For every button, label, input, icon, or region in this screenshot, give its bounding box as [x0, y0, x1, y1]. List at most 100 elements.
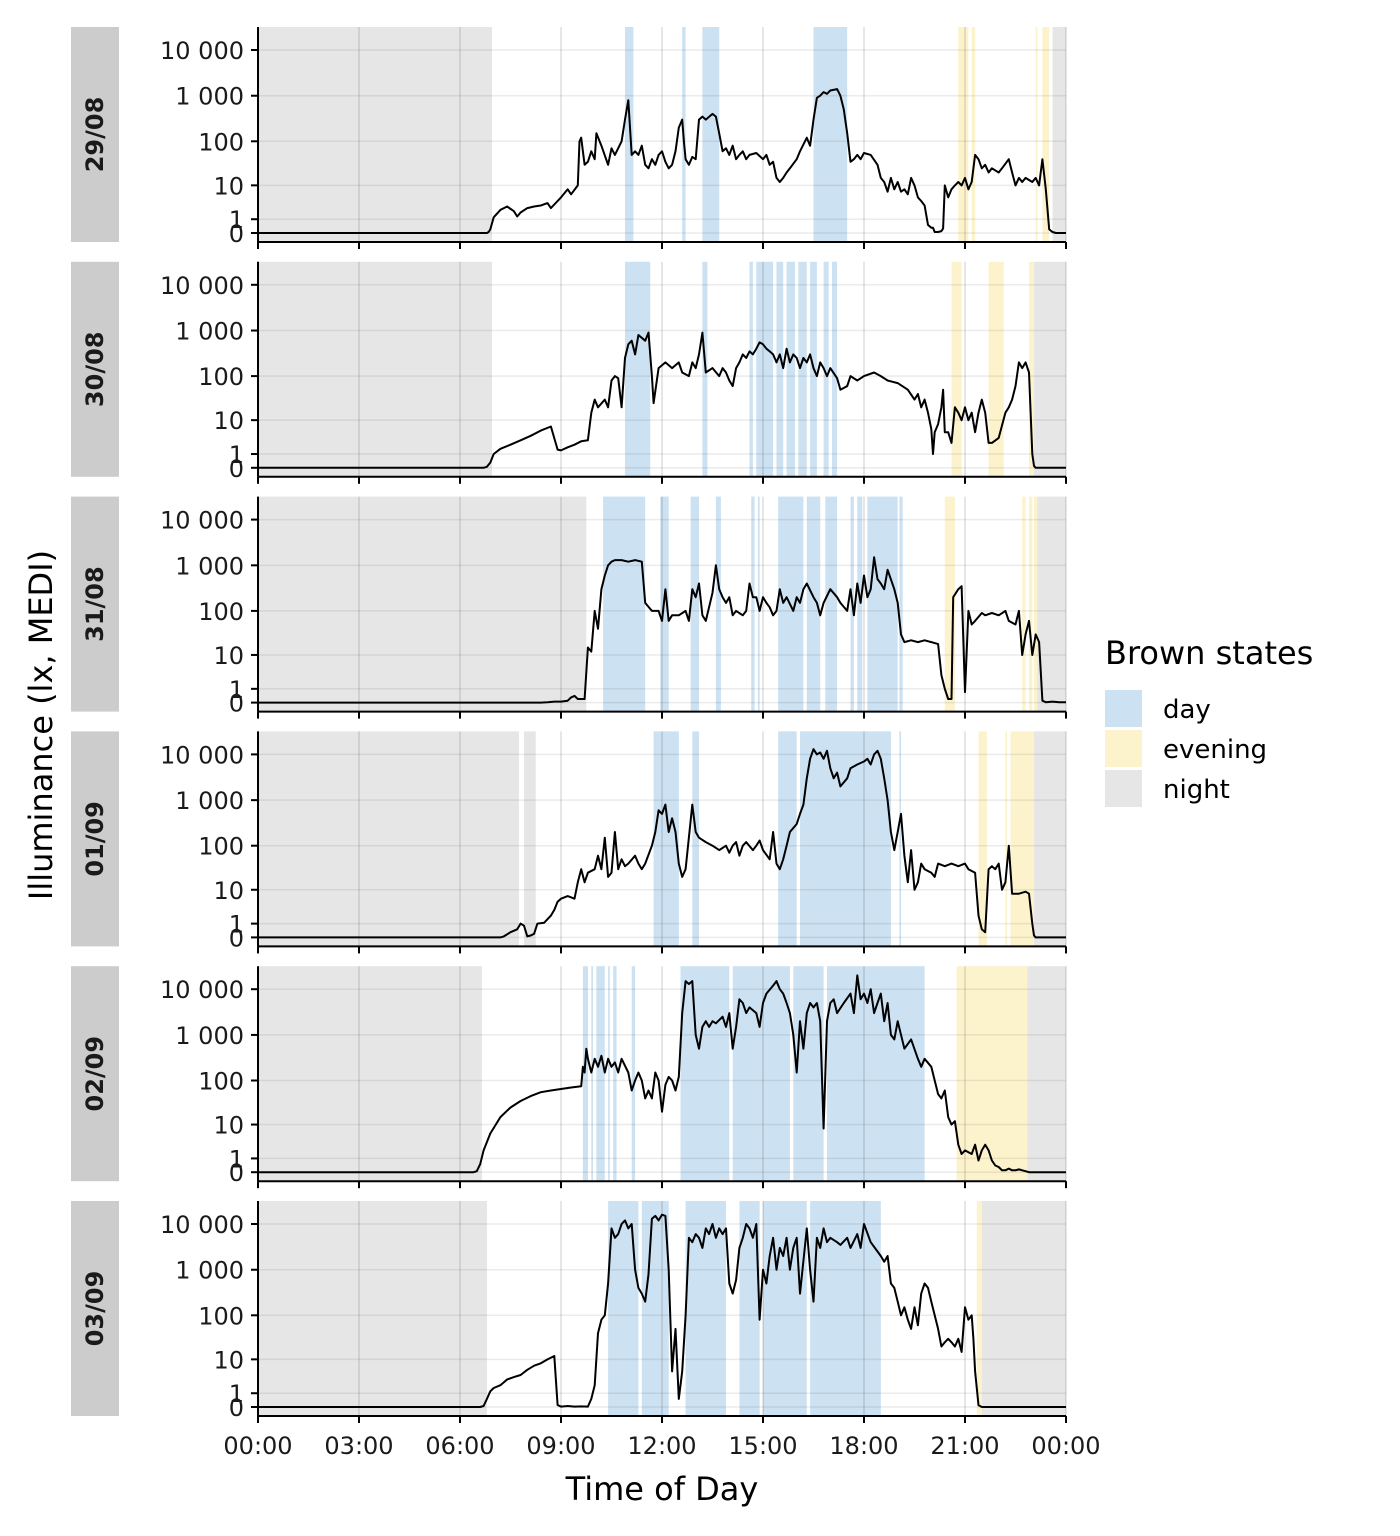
state-band-day — [690, 496, 700, 712]
state-band-night — [258, 261, 492, 477]
legend-label-day: day — [1163, 695, 1211, 725]
state-band-evening — [1022, 496, 1026, 712]
panel-02-09: 02/09 01 10 100 1 000 10 000 — [71, 966, 1067, 1189]
illuminance-line — [258, 556, 1066, 704]
state-band-day — [702, 27, 720, 242]
state-band-night — [258, 731, 519, 947]
y-tick-label: 10 000 — [160, 37, 244, 65]
state-band-day — [756, 261, 774, 477]
state-band-evening — [971, 27, 976, 242]
x-axis: 00:00 03:00 06:00 09:00 12:00 15:00 18:00 21:00… — [223, 1432, 1100, 1460]
state-band-evening — [958, 27, 969, 242]
state-band-evening — [1028, 261, 1035, 477]
y-tick-label: 10 000 — [160, 1211, 244, 1239]
panel-29-08: 29/08 01 10 100 1 000 10 000 — [71, 27, 1067, 249]
y-axis-title: Illuminance (lx, MEDI) — [22, 550, 60, 900]
state-band-day — [608, 966, 610, 1182]
illuminance-line — [258, 974, 1066, 1174]
y-tick-label: 0 — [229, 220, 244, 248]
y-tick-label: 10 — [213, 1112, 244, 1140]
y-tick-label: 10 — [213, 877, 244, 905]
state-band-day — [832, 261, 838, 477]
legend-title: Brown states — [1105, 634, 1313, 672]
y-tick-label: 0 — [229, 455, 244, 483]
panel-strip — [71, 496, 119, 712]
state-band-night — [1034, 731, 1066, 947]
state-band-evening — [978, 731, 987, 947]
y-tick-label: 100 — [198, 1068, 244, 1096]
state-band-night — [1052, 27, 1066, 242]
state-band-night — [1034, 261, 1066, 477]
state-band-day — [692, 731, 700, 947]
y-tick-label: 100 — [198, 598, 244, 626]
x-tick-label: 00:00 — [1031, 1432, 1100, 1460]
state-band-day — [763, 1201, 807, 1416]
x-axis-title: Time of Day — [565, 1470, 759, 1508]
illuminance-line — [258, 331, 1066, 469]
state-band-day — [624, 261, 651, 477]
x-tick-label: 03:00 — [324, 1432, 393, 1460]
panel-strip-label: 02/09 — [81, 1036, 109, 1112]
state-band-day — [867, 496, 898, 712]
state-band-evening — [1035, 27, 1038, 242]
legend-key-day — [1105, 690, 1142, 727]
state-band-day — [680, 966, 730, 1182]
state-band-day — [603, 496, 646, 712]
y-tick-label: 0 — [229, 1159, 244, 1187]
state-band-evening — [1028, 496, 1033, 712]
y-tick-label: 1 000 — [175, 318, 244, 346]
y-tick-label: 10 — [213, 1346, 244, 1374]
panel-strip-label: 29/08 — [81, 97, 109, 173]
state-band-evening — [988, 261, 1004, 477]
panel-30-08: 30/08 01 10 100 1 000 10 000 — [71, 261, 1067, 484]
state-band-night — [258, 496, 587, 712]
state-band-evening — [951, 261, 962, 477]
y-tick-label: 10 — [213, 172, 244, 200]
y-tick-label: 1 — [229, 911, 244, 939]
state-band-day — [798, 261, 807, 477]
legend-label-night: night — [1163, 775, 1230, 805]
panel-strip-label: 01/09 — [81, 801, 109, 877]
state-band-day — [800, 731, 891, 947]
state-band-night — [1027, 966, 1066, 1182]
panel-31-08: 31/08 01 10 100 1 000 10 000 — [71, 496, 1067, 719]
y-tick-label: 1 — [229, 1380, 244, 1408]
y-tick-label: 1 000 — [175, 787, 244, 815]
state-band-evening — [976, 1201, 982, 1416]
legend-key-night — [1105, 770, 1142, 807]
legend-key-evening — [1105, 730, 1142, 767]
state-band-night — [981, 1201, 1066, 1416]
y-tick-label: 10 — [213, 407, 244, 435]
x-tick-label: 15:00 — [728, 1432, 797, 1460]
y-tick-label: 1 — [229, 1145, 244, 1173]
y-tick-label: 100 — [198, 1302, 244, 1330]
illuminance-line — [258, 748, 1066, 939]
illuminance-line — [258, 1213, 1066, 1408]
x-tick-label: 00:00 — [223, 1432, 292, 1460]
state-band-day — [641, 1201, 669, 1416]
panel-01-09: 01/09 01 10 100 1 000 10 000 — [71, 731, 1067, 954]
y-tick-label: 10 000 — [160, 741, 244, 769]
state-band-day — [857, 496, 863, 712]
state-band-day — [732, 966, 790, 1182]
state-band-day — [739, 1201, 760, 1416]
panel-strip — [71, 261, 119, 477]
state-band-day — [826, 966, 925, 1182]
y-tick-label: 10 000 — [160, 976, 244, 1004]
y-tick-label: 0 — [229, 1394, 244, 1422]
y-tick-label: 1 000 — [175, 1022, 244, 1050]
state-band-night — [1037, 496, 1066, 712]
panel-strip — [71, 966, 119, 1182]
x-tick-label: 09:00 — [526, 1432, 595, 1460]
illuminance-line — [258, 88, 1066, 234]
state-band-day — [749, 261, 753, 477]
y-tick-label: 100 — [198, 833, 244, 861]
state-band-day — [776, 261, 784, 477]
state-band-day — [806, 496, 821, 712]
y-tick-label: 0 — [229, 924, 244, 952]
state-band-day — [813, 27, 848, 242]
panel-03-09: 03/09 01 10 100 1 000 10 000 — [71, 1201, 1067, 1423]
state-band-evening — [1042, 27, 1050, 242]
state-band-day — [685, 1201, 726, 1416]
